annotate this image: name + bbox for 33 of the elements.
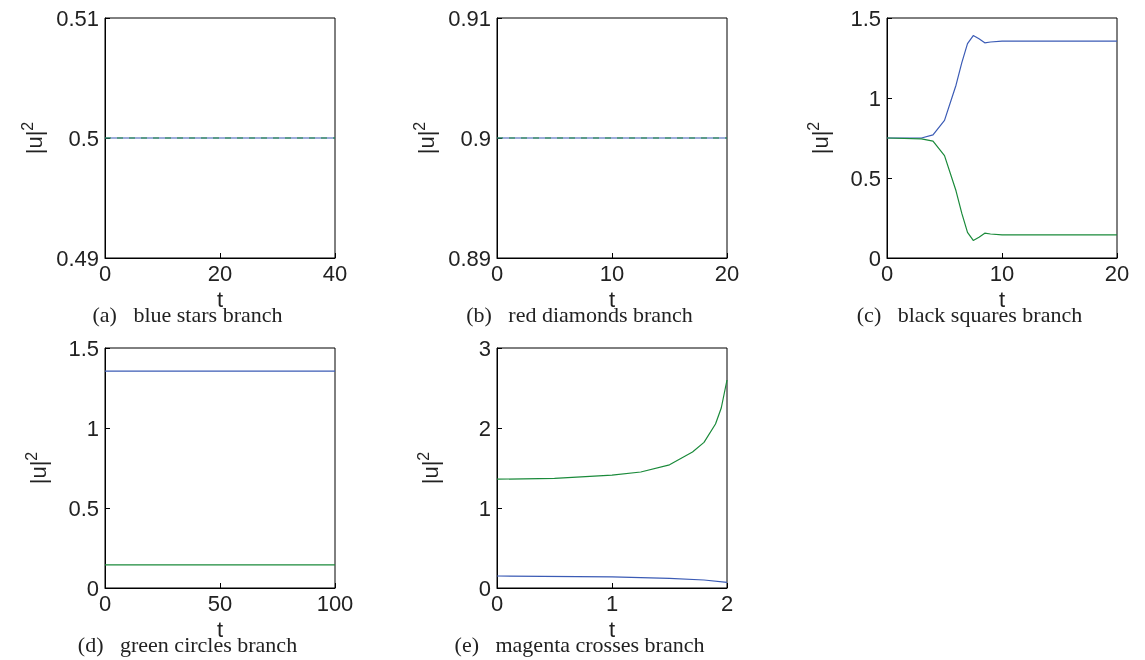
y-axis-title: |u|2 bbox=[22, 451, 51, 485]
y-tick-label: 0.5 bbox=[68, 125, 99, 151]
x-tick-label: 10 bbox=[989, 260, 1015, 286]
y-tick-label: 0.5 bbox=[68, 495, 99, 521]
y-tick-label: 1 bbox=[86, 415, 99, 441]
y-tick-label: 0.49 bbox=[56, 245, 99, 271]
y-axis-title: |u|2 bbox=[410, 121, 439, 155]
x-tick-label: 10 bbox=[599, 260, 625, 286]
y-tick-label: 0.9 bbox=[460, 125, 491, 151]
y-axis-title: |u|2 bbox=[804, 121, 833, 155]
x-tick-label: 20 bbox=[714, 260, 740, 286]
x-tick-label: 100 bbox=[316, 590, 354, 616]
y-tick-label: 0.5 bbox=[850, 165, 881, 191]
x-tick-label: 2 bbox=[720, 590, 734, 616]
line-series bbox=[496, 379, 728, 480]
x-tick-label: 40 bbox=[322, 260, 348, 286]
y-tick-label: 1 bbox=[478, 495, 491, 521]
y-tick-label: 0.91 bbox=[448, 5, 491, 31]
y-axis-title: |u|2 bbox=[414, 451, 443, 485]
line-series bbox=[886, 137, 1118, 241]
y-tick-label: 1 bbox=[868, 85, 881, 111]
y-axis-title: |u|2 bbox=[18, 121, 47, 155]
y-tick-label: 0.89 bbox=[448, 245, 491, 271]
x-tick-label: 20 bbox=[1104, 260, 1130, 286]
x-tick-label: 20 bbox=[207, 260, 233, 286]
y-tick-label: 1.5 bbox=[68, 335, 99, 361]
y-tick-label: 3 bbox=[478, 335, 491, 361]
x-tick-label: 50 bbox=[207, 590, 233, 616]
y-tick-label: 0.51 bbox=[56, 5, 99, 31]
x-tick-label: 1 bbox=[605, 590, 619, 616]
line-series bbox=[496, 575, 728, 583]
y-tick-label: 2 bbox=[478, 415, 491, 441]
y-tick-label: 1.5 bbox=[850, 5, 881, 31]
